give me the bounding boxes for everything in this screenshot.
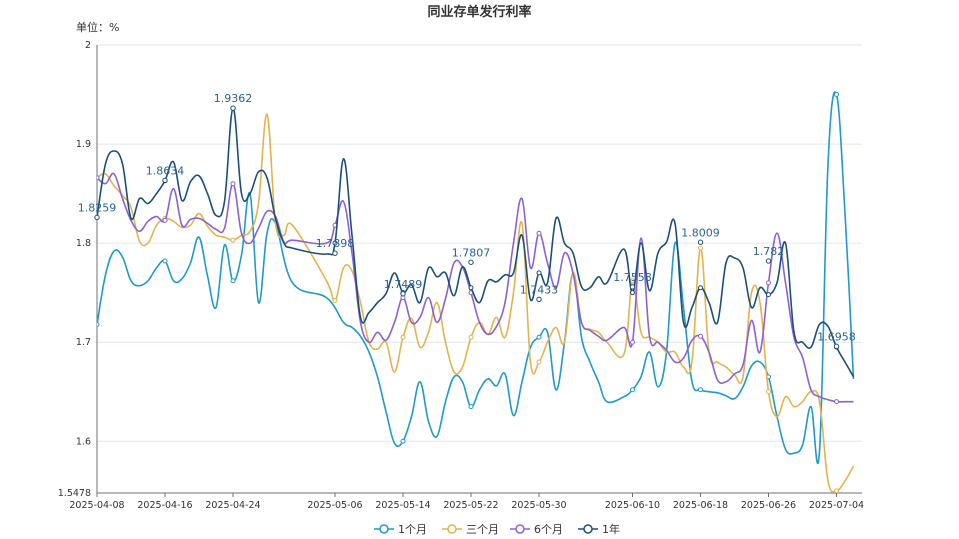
- series-point[interactable]: [468, 334, 474, 340]
- annotation-point[interactable]: [697, 239, 704, 245]
- series-point[interactable]: [766, 389, 771, 395]
- series-point[interactable]: [834, 92, 839, 98]
- series-point[interactable]: [162, 258, 168, 264]
- series-point[interactable]: [698, 387, 703, 393]
- x-tick-label: 2025-05-14: [375, 500, 430, 511]
- chart-title: 同业存单发行利率: [427, 4, 531, 20]
- series-point[interactable]: [162, 217, 168, 223]
- x-tick-label: 2025-04-08: [69, 500, 124, 511]
- series-point[interactable]: [95, 175, 100, 181]
- annotation-label: 1.9362: [214, 92, 253, 105]
- series-line-1: [97, 113, 855, 493]
- annotation-label: 1.7433: [520, 283, 559, 296]
- series-point[interactable]: [536, 334, 542, 340]
- annotation-label: 1.7558: [613, 271, 652, 284]
- series-point[interactable]: [230, 278, 236, 284]
- annotation-point[interactable]: [536, 296, 542, 303]
- x-tick-label: 2025-06-18: [673, 500, 728, 511]
- legend-item-1[interactable]: 三个月: [442, 523, 499, 536]
- series-point[interactable]: [834, 488, 839, 493]
- x-tick-label: 2025-05-30: [511, 500, 566, 511]
- annotation-point[interactable]: [230, 105, 236, 111]
- series-point[interactable]: [630, 290, 635, 296]
- y-tick-label: 2: [85, 40, 91, 51]
- legend-label: 1个月: [398, 523, 427, 536]
- series-point[interactable]: [766, 292, 771, 298]
- x-tick-label: 2025-05-22: [443, 500, 498, 511]
- series-point[interactable]: [332, 298, 338, 304]
- annotation-point[interactable]: [162, 177, 168, 184]
- series-line-0: [97, 91, 855, 464]
- series-point[interactable]: [400, 334, 406, 340]
- legend-label: 三个月: [466, 523, 499, 536]
- legend-swatch-marker: [583, 524, 593, 534]
- x-tick-label: 2025-04-16: [137, 500, 192, 511]
- legend-label: 6个月: [534, 523, 563, 536]
- legend-swatch-marker: [447, 524, 457, 534]
- series-point[interactable]: [95, 321, 100, 327]
- legend[interactable]: 1个月 三个月 6个月 1年: [374, 522, 620, 536]
- series-point[interactable]: [834, 399, 839, 405]
- series-point[interactable]: [536, 270, 542, 276]
- annotation-label: 1.7489: [384, 278, 423, 291]
- annotation-point[interactable]: [629, 284, 636, 290]
- annotation-label: 1.782: [753, 245, 785, 258]
- series-point[interactable]: [468, 285, 474, 291]
- unit-label: 单位：%: [76, 20, 119, 34]
- annotation-label: 1.8009: [681, 226, 720, 239]
- legend-swatch-marker: [515, 524, 525, 534]
- y-tick-label: 1.9: [76, 139, 91, 150]
- x-tick-label: 2025-06-26: [741, 500, 796, 511]
- annotation-point[interactable]: [332, 250, 338, 256]
- y-tick-label: 1.7: [76, 337, 91, 348]
- x-tick-label: 2025-07-04: [809, 500, 864, 511]
- x-tick-label: 2025-05-06: [307, 500, 362, 511]
- annotation-label: 1.8634: [146, 164, 185, 177]
- legend-item-0[interactable]: 1个月: [374, 523, 427, 536]
- series-point[interactable]: [536, 230, 542, 236]
- annotation-label: 1.6958: [817, 330, 856, 343]
- y-tick-label: 1.6: [76, 436, 91, 447]
- series-point[interactable]: [630, 387, 635, 393]
- series-point[interactable]: [468, 404, 474, 410]
- y-tick-label: 1.5478: [58, 488, 91, 499]
- y-tick-label: 1.8: [76, 238, 91, 249]
- series-point[interactable]: [230, 237, 236, 243]
- annotation-point[interactable]: [94, 214, 100, 221]
- series-layer: [95, 91, 855, 493]
- series-point[interactable]: [698, 285, 703, 291]
- series-point[interactable]: [536, 359, 542, 365]
- series-point[interactable]: [230, 181, 236, 187]
- x-tick-label: 2025-06-10: [605, 500, 660, 511]
- series-point[interactable]: [332, 240, 338, 246]
- series-point[interactable]: [766, 280, 771, 286]
- annotation-point[interactable]: [765, 258, 772, 264]
- annotation-point[interactable]: [400, 291, 406, 297]
- annotation-label: 1.8259: [78, 201, 117, 214]
- legend-swatch-marker: [379, 524, 389, 534]
- annotation-layer: 1.8259 1.8634 1.9362 1.7898 1.7489 1.7807 1.74…: [78, 92, 856, 350]
- series-line-2: [97, 172, 854, 403]
- annotation-label: 1.7807: [452, 246, 491, 259]
- annotation-point[interactable]: [833, 343, 840, 350]
- series-point[interactable]: [400, 438, 406, 444]
- annotation-point[interactable]: [468, 259, 474, 265]
- x-tick-label: 2025-04-24: [205, 500, 260, 511]
- annotation-label: 1.7898: [316, 237, 355, 250]
- legend-label: 1年: [602, 522, 620, 536]
- series-line-3: [97, 107, 855, 378]
- series-point[interactable]: [698, 333, 703, 339]
- series-point[interactable]: [698, 245, 703, 251]
- legend-item-3[interactable]: 1年: [578, 522, 620, 536]
- legend-item-2[interactable]: 6个月: [510, 523, 563, 536]
- grid-layer: [97, 44, 862, 442]
- series-point[interactable]: [630, 339, 635, 345]
- axis-layer: 1.5478 1.6 1.7 1.8 1.9 2 2025-04-08 2025-04-16 2…: [58, 40, 864, 511]
